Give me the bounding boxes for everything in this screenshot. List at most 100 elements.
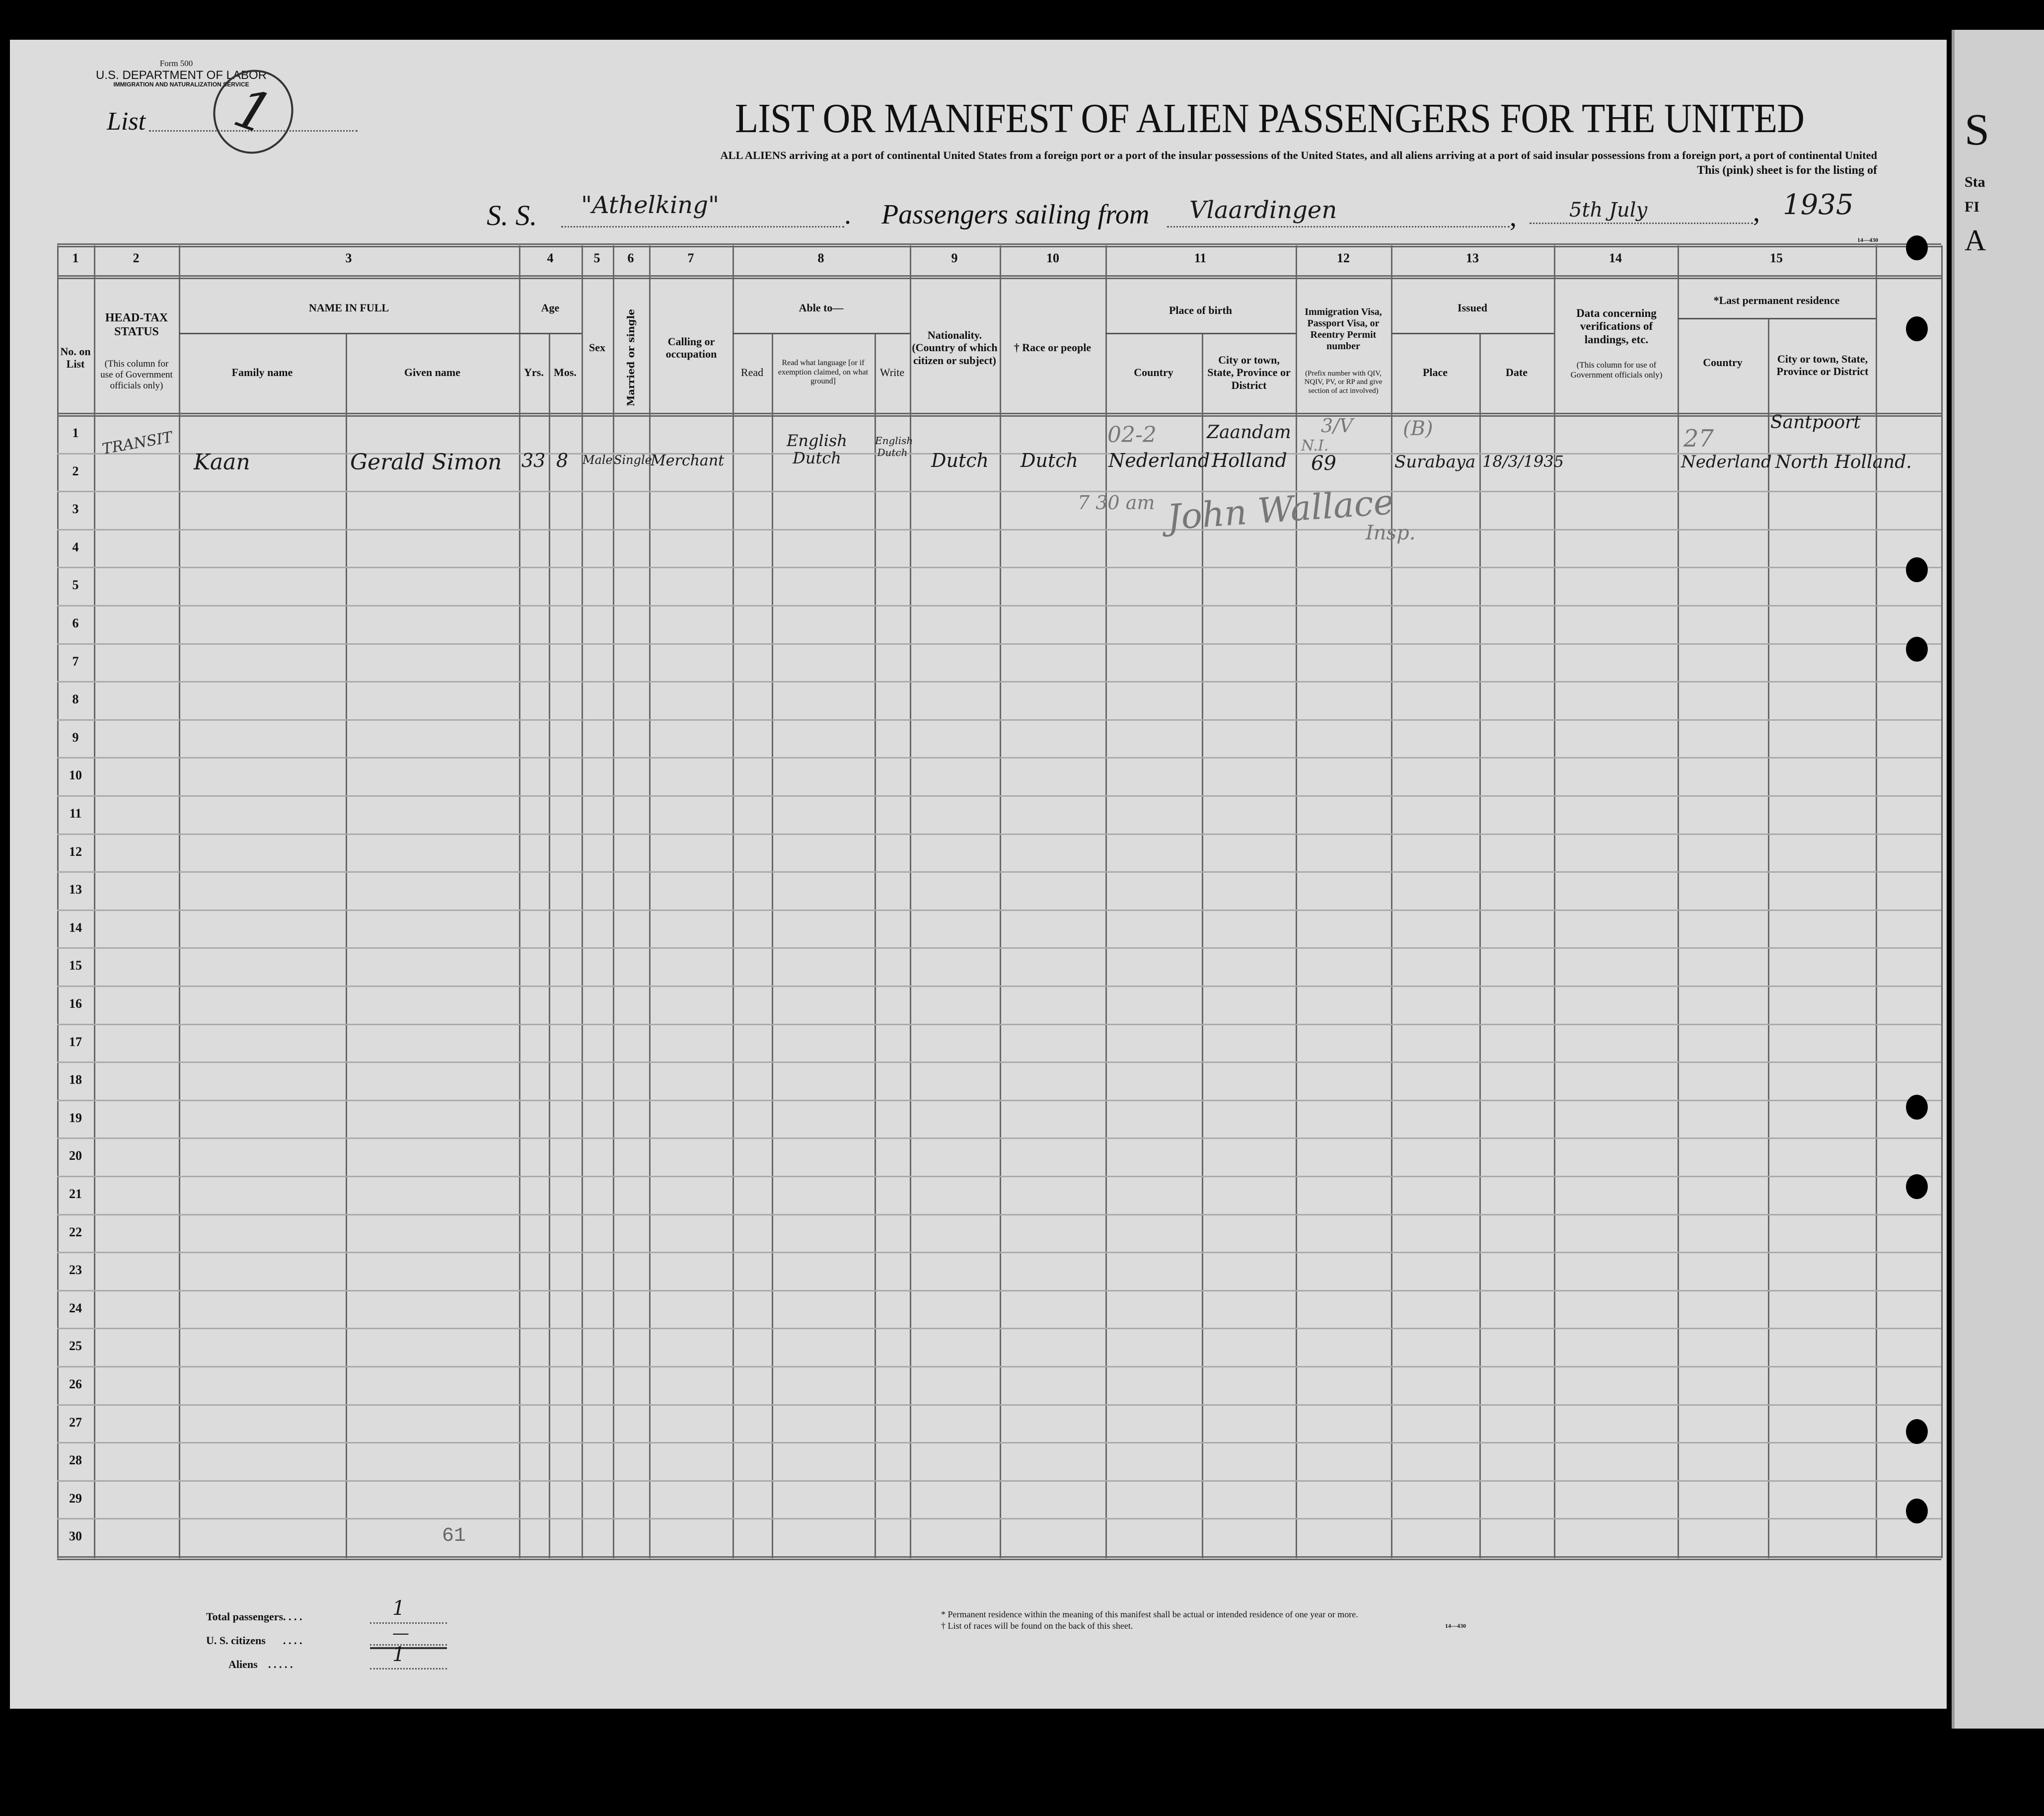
issued-place[interactable]: Surabaya [1394,452,1476,472]
column-number: 1 [72,251,79,265]
subcolumn-divider [1768,318,1769,1558]
subtitle: ALL ALIENS arriving at a port of contine… [720,149,1877,161]
row-number: 12 [69,844,82,859]
page-mark: 61 [442,1525,466,1547]
header-head-tax-note: (This column for use of Government offic… [100,359,173,391]
header-last-residence: *Last permanent residence [1713,294,1840,307]
birth-province[interactable]: Holland [1212,450,1287,471]
row-number: 11 [69,806,82,821]
row-line [57,947,1941,949]
header-visa-note: (Prefix number with QIV, NQIV, PV, or RP… [1304,370,1383,395]
header-res-city: City or town, State, Province or Distric… [1776,352,1869,378]
family-name[interactable]: Kaan [194,450,250,475]
inspector-title: Insp. [1366,522,1416,544]
column-number: 15 [1770,251,1783,265]
residence-city[interactable]: Santpoort [1770,412,1861,433]
footnote-residence: * Permanent residence within the meaning… [941,1609,1358,1619]
row-line [57,681,1941,683]
column-divider [1296,245,1297,1558]
age-months[interactable]: 8 [556,450,569,471]
header-read: Read [740,366,764,379]
manifest-sheet [10,40,1947,1709]
header-data-verifications: Data concerning verifications of landing… [1576,306,1657,346]
service: IMMIGRATION AND NATURALIZATION SERVICE [113,81,249,88]
sailing-label: Passengers sailing from [881,199,1150,230]
punch-hole [1906,637,1928,662]
row-number: 21 [69,1187,82,1201]
column-number: 7 [687,251,694,265]
row-number: 7 [72,654,79,669]
punch-hole [1906,1094,1928,1120]
header-yrs: Yrs. [524,366,544,379]
column-number: 2 [133,251,140,265]
fragment: S [1965,105,1990,154]
column-divider [1391,245,1392,1558]
group-rule [179,333,519,334]
list-line [149,130,358,132]
fragment: FI [1965,199,1979,215]
row-number: 19 [69,1110,82,1125]
marital-status[interactable]: Single [614,453,652,467]
age-years[interactable]: 33 [521,450,546,471]
row-line [57,1480,1941,1482]
column-number: 4 [547,251,554,265]
nationality[interactable]: Dutch [931,450,989,471]
sailing-year: 1935 [1783,189,1854,221]
column-number: 10 [1046,251,1059,265]
header-place-of-birth: Place of birth [1168,304,1233,317]
row-line [57,491,1941,493]
given-name[interactable]: Gerald Simon [350,450,502,475]
subcolumn-divider [1479,333,1481,1558]
read-language[interactable]: English Dutch [787,431,847,468]
birth-country[interactable]: Nederland [1108,450,1210,471]
row-number: 17 [69,1034,82,1049]
header-visa: Immigration Visa, Passport Visa, or Reen… [1305,306,1382,352]
page-title: LIST OR MANIFEST OF ALIEN PASSENGERS FOR… [735,95,1805,142]
header-data-verifications-note: (This column for use of Government offic… [1570,360,1663,379]
header-birth-country: Country [1134,366,1173,379]
column-divider [649,245,651,1558]
column-divider [732,245,734,1558]
row-line [57,1366,1941,1367]
row-line [57,1518,1941,1520]
row-number: 15 [69,958,82,973]
column-divider [910,245,911,1558]
visa-code: 3/V [1321,415,1353,437]
column-divider [94,245,95,1558]
visa-number[interactable]: 69 [1311,452,1336,475]
row-line [57,1137,1941,1139]
header-age: Age [541,302,560,314]
header-given-name: Given name [404,366,461,379]
header-name-in-full: NAME IN FULL [308,302,389,314]
punch-hole [1906,235,1928,260]
birth-city[interactable]: Zaandam [1207,422,1291,443]
write-language[interactable]: English Dutch [875,435,913,458]
header-res-country: Country [1703,356,1743,369]
subcolumn-divider [772,333,773,1558]
row-line [57,1442,1941,1444]
row-line [57,1252,1941,1254]
issued-date[interactable]: 18/3/1935 [1482,452,1564,471]
row-number: 22 [69,1224,82,1239]
subcolumn-divider [549,333,550,1558]
group-rule [519,333,582,334]
residence-country[interactable]: Nederland [1681,452,1772,472]
column-number: 12 [1337,251,1350,265]
header-issued-date: Date [1506,366,1528,379]
header-no-on-list: No. on List [60,345,91,370]
row-line [57,833,1941,835]
row-number: 25 [69,1339,82,1354]
occupation[interactable]: Merchant [651,452,725,469]
sex[interactable]: Male [583,453,613,467]
form-code-footer: 14—430 [1445,1622,1466,1629]
subcolumn-divider [346,333,347,1558]
row-line [57,1061,1941,1063]
port: Vlaardingen [1189,196,1337,224]
header-mos: Mos. [554,366,577,379]
race[interactable]: Dutch [1021,450,1078,471]
column-number: 5 [593,251,600,265]
sailing-date: 5th July [1569,199,1648,222]
row-number: 18 [69,1072,82,1087]
residence-province[interactable]: North Holland. [1775,452,1912,472]
residence-code: 27 [1683,425,1714,453]
